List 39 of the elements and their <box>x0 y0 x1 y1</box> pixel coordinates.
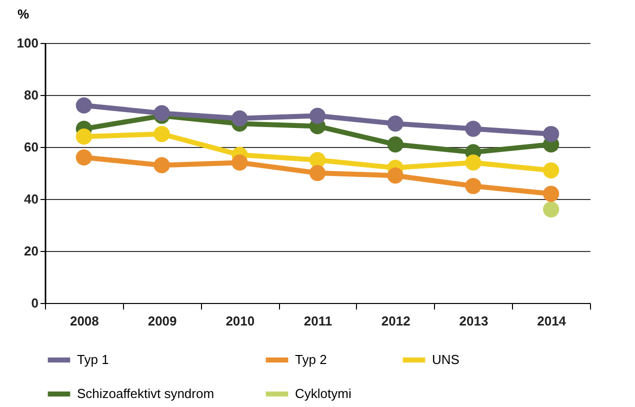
point <box>309 164 326 182</box>
legend-label: Typ 2 <box>295 352 327 367</box>
point <box>387 116 404 132</box>
point <box>465 154 482 171</box>
y-axis-title: % <box>18 6 30 22</box>
point <box>465 120 482 137</box>
point <box>232 110 248 126</box>
x-tick-label: 2010 <box>226 314 255 328</box>
x-tick-label: 2012 <box>381 314 410 328</box>
point <box>154 126 170 142</box>
legend-label: Cyklotymi <box>295 386 352 401</box>
legend-label: Schizoaffektivt syndrom <box>77 386 214 401</box>
point <box>387 136 404 152</box>
point <box>387 168 404 184</box>
x-tick-label: 2014 <box>537 314 567 328</box>
point <box>543 186 560 202</box>
point <box>465 178 482 194</box>
point <box>232 154 248 171</box>
x-tick-label: 2011 <box>304 314 332 328</box>
point <box>543 126 560 142</box>
point <box>309 152 326 168</box>
point <box>76 128 92 145</box>
x-tick-label: 2008 <box>70 314 99 328</box>
legend-label: Typ 1 <box>77 352 109 367</box>
x-tick-label: 2013 <box>459 314 488 328</box>
point <box>76 97 92 114</box>
y-tick-label: 40 <box>24 192 38 206</box>
y-tick-label: 20 <box>24 244 38 258</box>
point <box>543 201 560 218</box>
point <box>154 157 170 174</box>
y-tick-label: 100 <box>16 36 38 50</box>
y-tick-label: 80 <box>24 88 38 102</box>
point <box>76 149 92 166</box>
legend-label: UNS <box>432 352 460 367</box>
point <box>309 108 326 124</box>
y-tick-label: 60 <box>24 140 38 154</box>
point <box>543 162 560 178</box>
x-tick-label: 2009 <box>148 314 177 328</box>
y-tick-label: 0 <box>31 296 38 310</box>
